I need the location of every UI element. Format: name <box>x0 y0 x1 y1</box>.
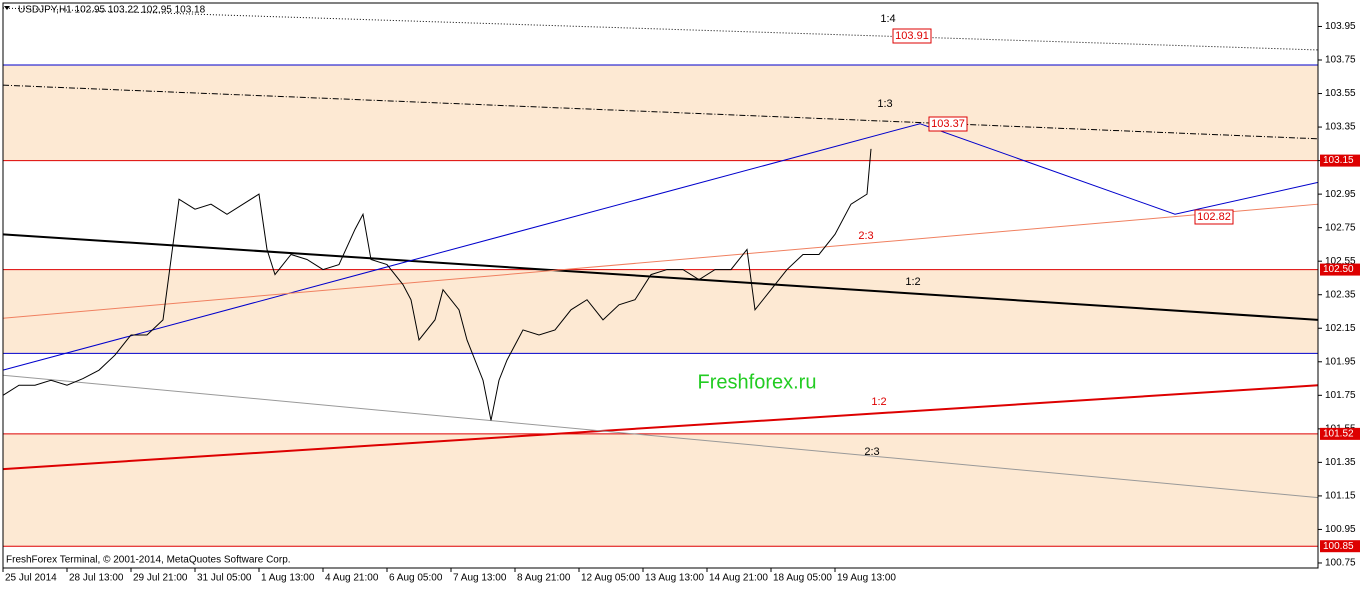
trend-line <box>2 384 1319 471</box>
annotation: 102.82 <box>1197 211 1231 223</box>
y-tick-label: 103.55 <box>1325 88 1356 99</box>
x-tick-label: 4 Aug 21:00 <box>325 573 379 584</box>
plot-border <box>2 2 1319 569</box>
y-tick-label: 102.15 <box>1325 323 1356 334</box>
x-tick-label: 12 Aug 05:00 <box>581 573 640 584</box>
trend-line <box>2 7 1319 51</box>
annotation: 103.91 <box>895 30 929 42</box>
x-tick-label: 29 Jul 21:00 <box>133 573 188 584</box>
annotation: 103.37 <box>931 118 965 130</box>
price-tag-box <box>928 116 968 132</box>
x-tick-label: 25 Jul 2014 <box>5 573 57 584</box>
y-tick-label: 101.15 <box>1325 491 1356 502</box>
header: USDJPY,H1 102.95 103.22 102.95 103.18 <box>18 5 206 16</box>
zone <box>3 433 1318 547</box>
menu-arrow[interactable] <box>4 6 10 10</box>
price-tag-box <box>1194 209 1234 225</box>
x-tick-label: 28 Jul 13:00 <box>69 573 124 584</box>
y-tick-label: 102.55 <box>1325 256 1356 267</box>
y-tick-label: 101.75 <box>1325 390 1356 401</box>
zone <box>3 269 1318 354</box>
y-tick-label: 101.95 <box>1325 356 1356 367</box>
y-tick-label: 100.75 <box>1325 558 1356 569</box>
annotation: 1:4 <box>880 13 895 25</box>
level-tag <box>1320 263 1360 276</box>
level-tag <box>1320 154 1360 167</box>
y-tick-label: 100.95 <box>1325 524 1356 535</box>
y-tick-label: 103.35 <box>1325 122 1356 133</box>
trend-line <box>2 374 1319 499</box>
x-tick-label: 18 Aug 05:00 <box>773 573 832 584</box>
watermark: Freshforex.ru <box>698 371 817 393</box>
x-tick-label: 7 Aug 13:00 <box>453 573 507 584</box>
x-tick-label: 31 Jul 05:00 <box>197 573 252 584</box>
level-label: 102.50 <box>1323 264 1354 275</box>
trend-line <box>2 123 1319 371</box>
level-label: 101.52 <box>1323 429 1354 440</box>
y-tick-label: 102.75 <box>1325 222 1356 233</box>
annotation: 2:3 <box>864 446 879 458</box>
annotation: 2:3 <box>858 230 873 242</box>
annotation: 1:2 <box>871 396 886 408</box>
level-label: 100.85 <box>1323 541 1354 552</box>
y-tick-label: 101.35 <box>1325 457 1356 468</box>
price-tag-box <box>892 28 932 44</box>
x-tick-label: 13 Aug 13:00 <box>645 573 704 584</box>
trend-line <box>2 233 1319 321</box>
zone <box>3 65 1318 161</box>
annotation: 1:2 <box>905 276 920 288</box>
level-tag <box>1320 427 1360 440</box>
y-tick-label: 102.35 <box>1325 289 1356 300</box>
x-tick-label: 6 Aug 05:00 <box>389 573 443 584</box>
level-label: 103.15 <box>1323 155 1354 166</box>
y-tick-label: 103.75 <box>1325 55 1356 66</box>
y-tick-label: 103.95 <box>1325 21 1356 32</box>
y-tick-label: 102.95 <box>1325 189 1356 200</box>
x-tick-label: 19 Aug 13:00 <box>837 573 896 584</box>
trend-line <box>2 203 1319 319</box>
x-tick-label: 14 Aug 21:00 <box>709 573 768 584</box>
price-line <box>2 148 872 421</box>
x-tick-label: 1 Aug 13:00 <box>261 573 315 584</box>
footer: FreshForex Terminal, © 2001-2014, MetaQu… <box>6 555 291 566</box>
level-tag <box>1320 540 1360 553</box>
x-tick-label: 8 Aug 21:00 <box>517 573 571 584</box>
annotation: 1:3 <box>877 98 892 110</box>
